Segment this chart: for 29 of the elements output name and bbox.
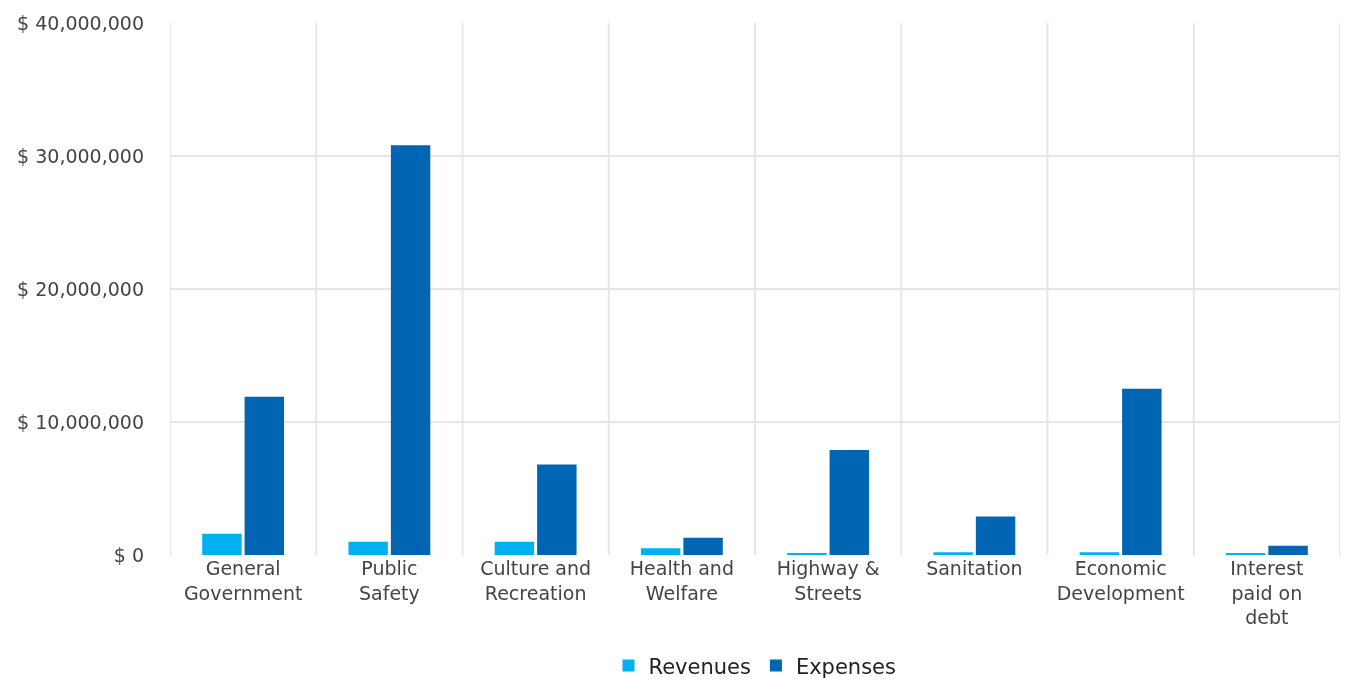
bar <box>975 516 1016 555</box>
bar <box>202 533 242 555</box>
bar <box>1122 388 1162 555</box>
x-tick-label: Interest paid on debt <box>1230 557 1304 629</box>
x-tick-label: Highway & Streets <box>776 557 880 604</box>
y-tick-label: $ 40,000,000 <box>17 11 144 34</box>
x-tick-label: Health and Welfare <box>629 557 734 604</box>
bar <box>829 449 870 555</box>
bar <box>640 548 681 555</box>
x-tick-label: General Government <box>183 557 303 604</box>
y-tick-label: $ 0 <box>113 543 144 566</box>
bar <box>494 541 535 555</box>
x-tick-label: Public Safety <box>358 557 420 604</box>
bar <box>683 537 723 555</box>
y-tick-label: $ 20,000,000 <box>17 277 144 300</box>
bar <box>537 464 577 555</box>
bar <box>390 145 431 555</box>
y-tick-label: $ 30,000,000 <box>17 144 144 167</box>
bar <box>1079 552 1120 555</box>
legend-label: Expenses <box>795 654 896 679</box>
x-tick-label: Culture and Recreation <box>480 557 592 604</box>
bar <box>348 541 388 555</box>
y-tick-label: $ 10,000,000 <box>17 410 144 433</box>
x-tick-label: Sanitation <box>926 557 1023 579</box>
bar <box>933 552 973 555</box>
legend-label: Revenues <box>648 654 751 679</box>
x-tick-label: Economic Development <box>1056 557 1185 604</box>
bar <box>1268 545 1308 555</box>
bar <box>244 396 285 555</box>
